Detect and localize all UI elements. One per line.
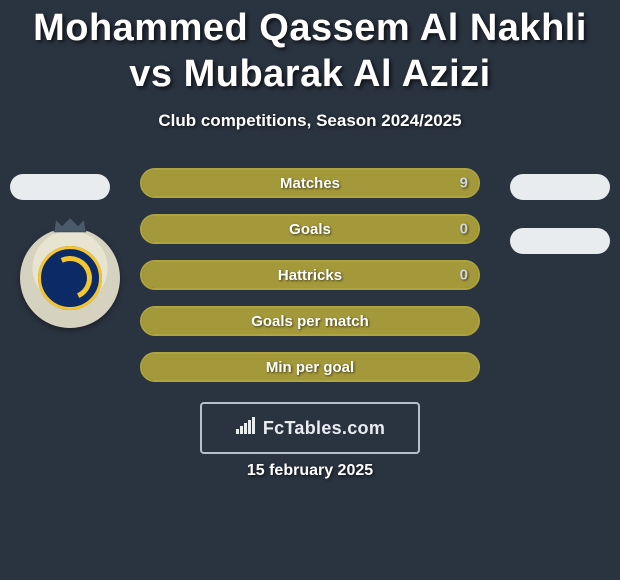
bar-chart-icon bbox=[235, 417, 257, 440]
stat-right-value: 0 bbox=[460, 221, 468, 238]
stat-label: Goals bbox=[289, 221, 331, 238]
stats-list: Matches 9 Goals 0 Hattricks 0 Goals per … bbox=[0, 168, 620, 382]
stat-right-value: 9 bbox=[460, 175, 468, 192]
stat-label: Hattricks bbox=[278, 267, 342, 284]
page-subtitle: Club competitions, Season 2024/2025 bbox=[0, 111, 620, 131]
stat-right-value: 0 bbox=[460, 267, 468, 284]
stat-row-matches: Matches 9 bbox=[140, 168, 480, 198]
site-logo: FcTables.com bbox=[200, 402, 420, 454]
stat-label: Goals per match bbox=[251, 313, 369, 330]
page-date: 15 february 2025 bbox=[0, 462, 620, 480]
stat-row-hattricks: Hattricks 0 bbox=[140, 260, 480, 290]
stat-row-goals-per-match: Goals per match bbox=[140, 306, 480, 336]
page-title: Mohammed Qassem Al Nakhli vs Mubarak Al … bbox=[0, 0, 620, 97]
stat-row-min-per-goal: Min per goal bbox=[140, 352, 480, 382]
stat-row-goals: Goals 0 bbox=[140, 214, 480, 244]
site-logo-text: FcTables.com bbox=[263, 418, 385, 439]
stat-label: Matches bbox=[280, 175, 340, 192]
stat-label: Min per goal bbox=[266, 359, 354, 376]
